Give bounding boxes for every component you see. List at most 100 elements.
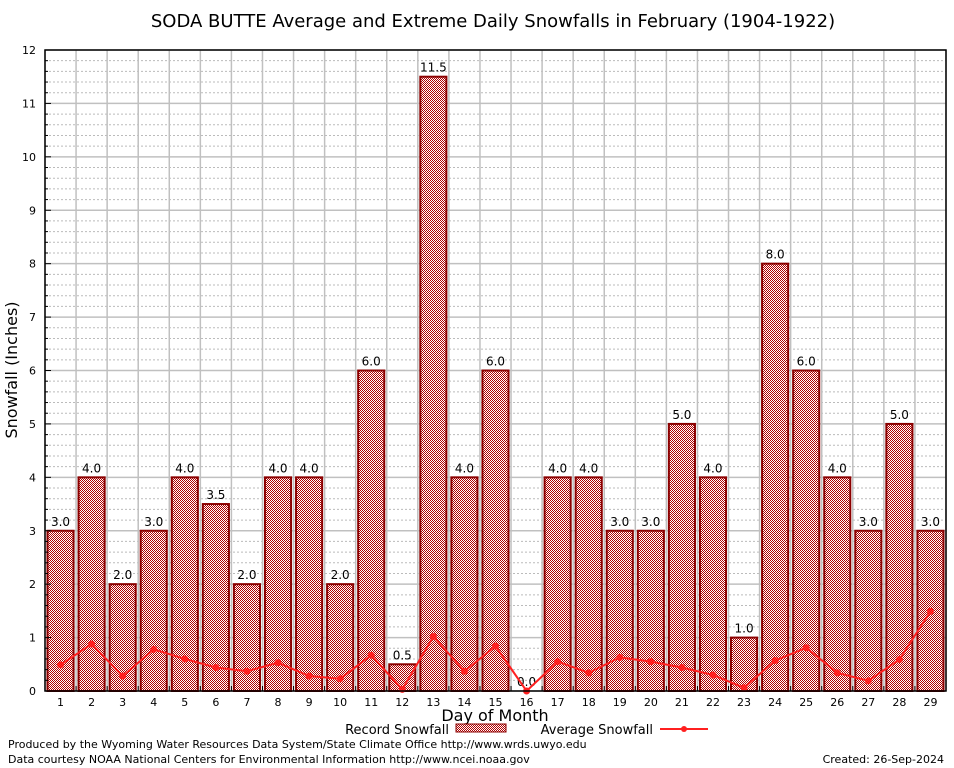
bar-data-label: 5.0 bbox=[890, 408, 909, 422]
bar-record-day-17 bbox=[543, 476, 572, 693]
bar-data-label: 1.0 bbox=[735, 622, 754, 636]
x-tick-label: 19 bbox=[613, 696, 627, 709]
x-tick-label: 5 bbox=[181, 696, 188, 709]
x-tick-label: 25 bbox=[799, 696, 813, 709]
x-tick-label: 7 bbox=[243, 696, 250, 709]
y-tick-label: 5 bbox=[29, 418, 36, 431]
average-point-day-14 bbox=[460, 667, 468, 675]
average-point-day-22 bbox=[709, 671, 717, 679]
bar-data-label: 3.5 bbox=[206, 488, 225, 502]
bar-record-day-13 bbox=[419, 75, 448, 693]
y-tick-label: 4 bbox=[29, 471, 36, 484]
x-tick-label: 16 bbox=[520, 696, 534, 709]
bar-record-day-15 bbox=[481, 369, 510, 692]
x-tick-label: 26 bbox=[830, 696, 844, 709]
bar-record-day-4 bbox=[139, 529, 168, 692]
average-point-day-8 bbox=[274, 659, 282, 667]
legend-marker-average bbox=[681, 726, 687, 732]
bar-record-day-14 bbox=[450, 476, 479, 693]
footer-credit-2: Data courtesy NOAA National Centers for … bbox=[8, 753, 530, 766]
x-tick-label: 22 bbox=[706, 696, 720, 709]
average-point-day-27 bbox=[864, 677, 872, 685]
bar-data-label: 2.0 bbox=[237, 568, 256, 582]
bar-data-label: 6.0 bbox=[362, 355, 381, 369]
bar-data-label: 6.0 bbox=[486, 355, 505, 369]
average-point-day-11 bbox=[367, 651, 375, 659]
legend: Record Snowfall Average Snowfall bbox=[345, 723, 708, 738]
y-axis-label: Snowfall (Inches) bbox=[2, 301, 21, 438]
average-point-day-18 bbox=[585, 669, 593, 677]
bar-record-day-22 bbox=[698, 476, 728, 693]
average-point-day-29 bbox=[926, 607, 934, 615]
bar-record-day-9 bbox=[295, 476, 324, 693]
bar-data-label: 5.0 bbox=[672, 408, 691, 422]
y-tick-label: 8 bbox=[29, 258, 36, 271]
x-tick-label: 28 bbox=[892, 696, 906, 709]
average-point-day-23 bbox=[740, 684, 748, 692]
y-tick-label: 10 bbox=[22, 151, 36, 164]
bar-record-day-11 bbox=[357, 369, 386, 692]
legend-swatch-record bbox=[455, 723, 507, 733]
x-tick-label: 8 bbox=[275, 696, 282, 709]
average-point-day-17 bbox=[554, 658, 562, 666]
x-tick-label: 6 bbox=[212, 696, 219, 709]
bar-data-label: 4.0 bbox=[300, 461, 319, 475]
legend-label-record: Record Snowfall bbox=[345, 723, 449, 738]
y-tick-label: 0 bbox=[29, 685, 36, 698]
bar-data-label: 6.0 bbox=[797, 355, 816, 369]
x-tick-label: 23 bbox=[737, 696, 751, 709]
bar-data-label: 4.0 bbox=[175, 461, 194, 475]
x-tick-label: 21 bbox=[675, 696, 689, 709]
bar-record-day-7 bbox=[232, 583, 261, 693]
x-tick-label: 29 bbox=[923, 696, 937, 709]
bar-data-label: 4.0 bbox=[455, 461, 474, 475]
x-tick-label: 10 bbox=[333, 696, 347, 709]
chart-title: SODA BUTTE Average and Extreme Daily Sno… bbox=[151, 11, 835, 32]
x-tick-label: 14 bbox=[457, 696, 471, 709]
average-point-day-25 bbox=[802, 644, 810, 652]
x-tick-label: 20 bbox=[644, 696, 658, 709]
x-tick-label: 12 bbox=[395, 696, 409, 709]
average-point-day-12 bbox=[398, 685, 406, 693]
bar-record-day-20 bbox=[636, 529, 665, 692]
bar-data-label: 3.0 bbox=[610, 515, 629, 529]
average-point-day-6 bbox=[212, 663, 220, 671]
average-point-day-3 bbox=[119, 672, 127, 680]
x-tick-label: 24 bbox=[768, 696, 782, 709]
legend-label-average: Average Snowfall bbox=[541, 723, 653, 738]
x-tick-label: 4 bbox=[150, 696, 157, 709]
x-tick-label: 13 bbox=[426, 696, 440, 709]
bar-record-day-10 bbox=[326, 583, 355, 693]
footer-created: Created: 26-Sep-2024 bbox=[823, 753, 944, 766]
bar-record-day-28 bbox=[885, 422, 914, 692]
bar-data-label: 4.0 bbox=[579, 461, 598, 475]
average-point-day-5 bbox=[181, 655, 189, 663]
average-point-day-21 bbox=[678, 663, 686, 671]
average-point-day-7 bbox=[243, 667, 251, 675]
x-axis-label: Day of Month bbox=[441, 706, 548, 725]
y-tick-label: 2 bbox=[29, 578, 36, 591]
bar-data-label: 3.0 bbox=[921, 515, 940, 529]
bar-data-label: 3.0 bbox=[641, 515, 660, 529]
bar-record-day-23 bbox=[730, 636, 759, 692]
average-point-day-2 bbox=[88, 640, 96, 648]
average-point-day-20 bbox=[647, 658, 655, 666]
average-point-day-4 bbox=[150, 645, 158, 653]
bar-data-label: 2.0 bbox=[331, 568, 350, 582]
average-point-day-28 bbox=[895, 655, 903, 663]
bar-data-label: 4.0 bbox=[82, 461, 101, 475]
average-point-day-10 bbox=[336, 675, 344, 683]
x-tick-label: 11 bbox=[364, 696, 378, 709]
x-tick-label: 2 bbox=[88, 696, 95, 709]
bar-data-label: 4.0 bbox=[548, 461, 567, 475]
y-tick-label: 9 bbox=[29, 204, 36, 217]
x-tick-label: 1 bbox=[57, 696, 64, 709]
average-point-day-13 bbox=[429, 633, 437, 641]
y-tick-label: 6 bbox=[29, 365, 36, 378]
bar-data-label: 3.0 bbox=[144, 515, 163, 529]
bar-data-label: 11.5 bbox=[420, 61, 447, 75]
average-point-day-9 bbox=[305, 672, 313, 680]
x-tick-label: 15 bbox=[489, 696, 503, 709]
